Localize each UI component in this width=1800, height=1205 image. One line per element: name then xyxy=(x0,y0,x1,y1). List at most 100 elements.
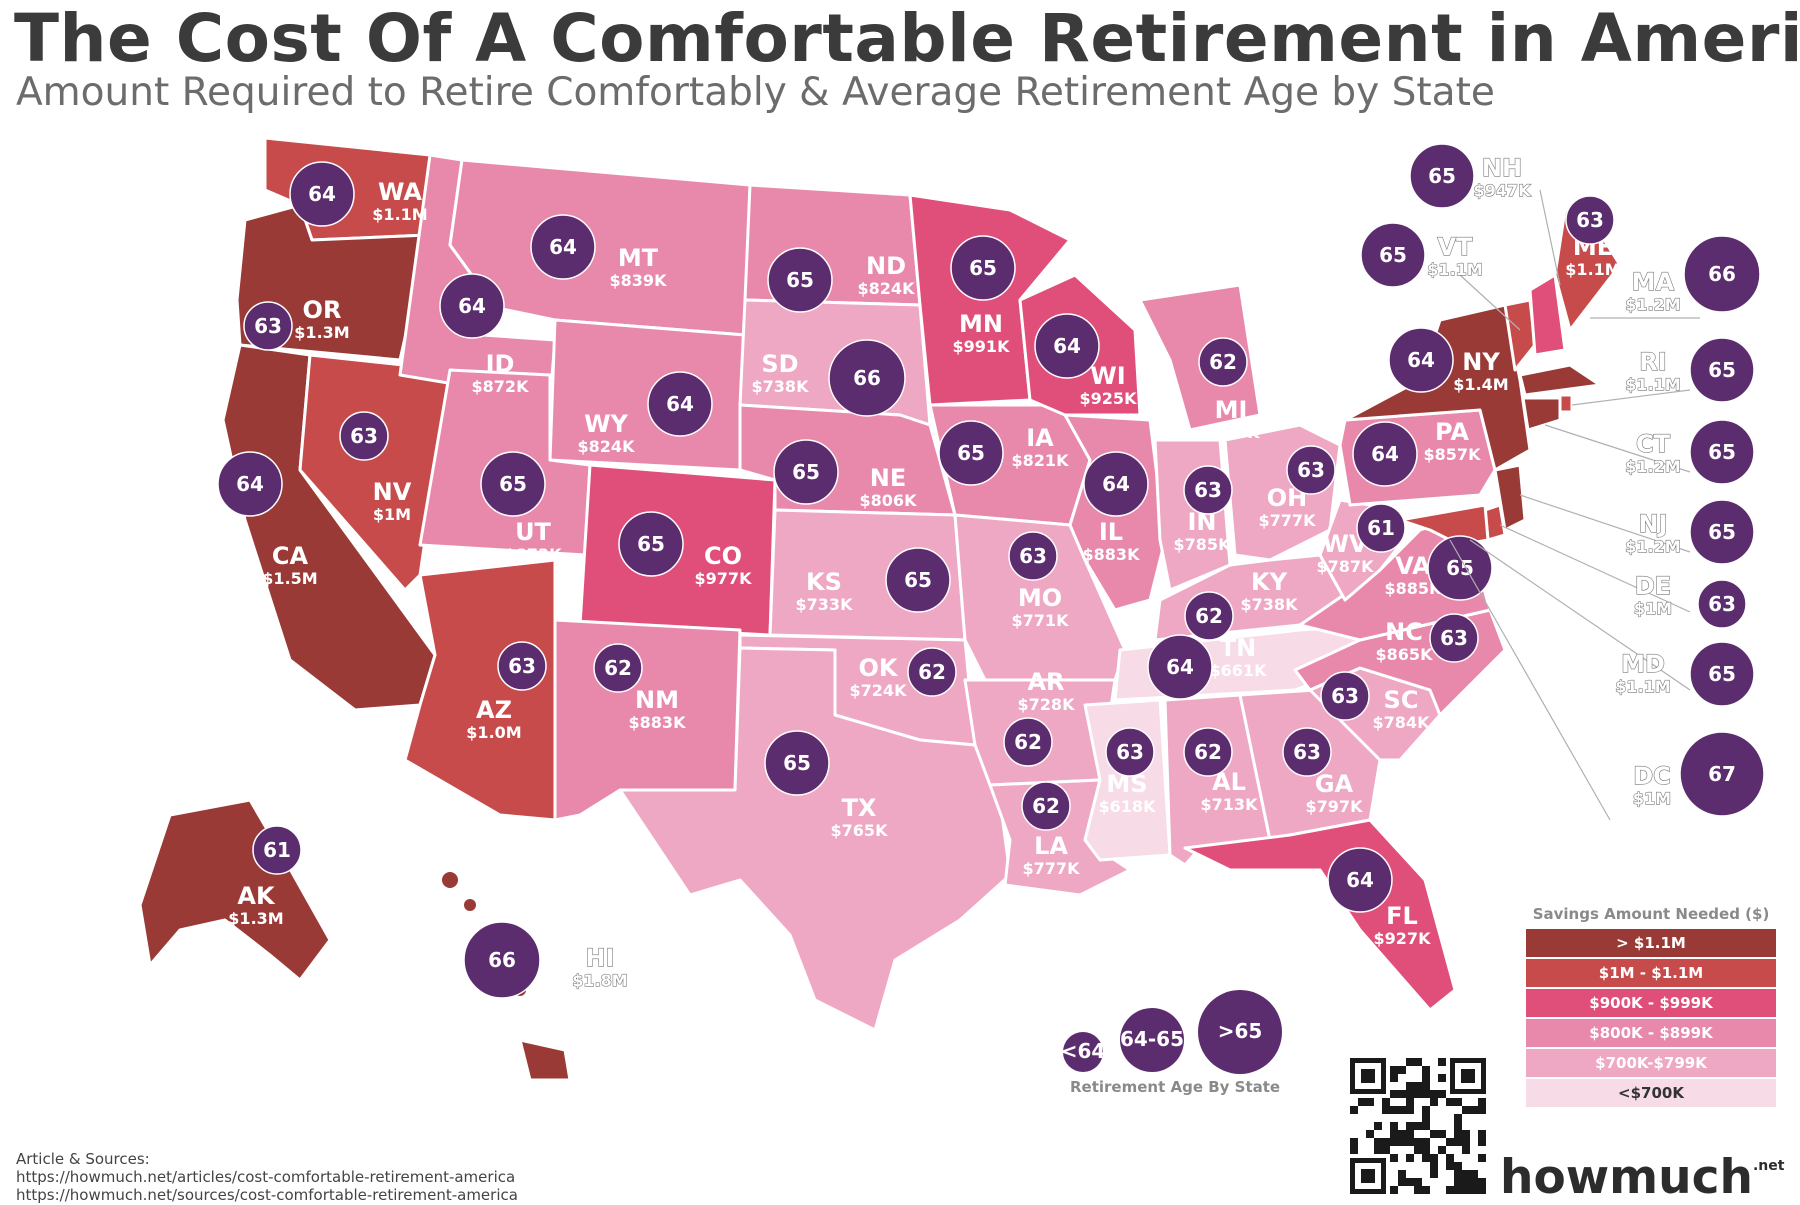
state-amount-nd: $824K xyxy=(858,279,916,298)
age-value-hi: 66 xyxy=(488,948,516,972)
state-label-or: OR xyxy=(303,296,342,324)
age-value-oh: 63 xyxy=(1297,458,1325,482)
state-label-ga: GA xyxy=(1315,770,1354,798)
age-bubble-al xyxy=(1183,727,1233,777)
state-label-mn: MN xyxy=(959,310,1003,338)
callout-line-ri xyxy=(1571,389,1691,406)
age-bubble-nd xyxy=(767,247,833,313)
legend-item-1: > $1.1M xyxy=(1526,929,1776,957)
age-bubble-az xyxy=(497,641,547,691)
state-label-ks: KS xyxy=(806,568,842,596)
age-value-va: 65 xyxy=(1446,556,1474,580)
sources-heading: Article & Sources: xyxy=(16,1150,150,1168)
state-shape-ct xyxy=(1521,396,1562,432)
state-label-ne: NE xyxy=(870,464,906,492)
age-bubble-vt xyxy=(1360,222,1426,288)
state-amount-nv: $1M xyxy=(373,505,411,524)
age-bubble-pa xyxy=(1352,421,1418,487)
state-label-co: CO xyxy=(704,542,742,570)
state-amount-ny: $1.4M xyxy=(1453,375,1508,394)
age-bubble-ar xyxy=(1003,717,1053,767)
age-bubble-ne xyxy=(773,439,839,505)
callout-line-ct xyxy=(1544,424,1691,473)
state-label-ok: OK xyxy=(859,654,899,682)
age-bubble-ct xyxy=(1689,419,1755,485)
state-label-ny: NY xyxy=(1462,348,1500,376)
state-label-la: LA xyxy=(1034,832,1068,860)
source-link-sources[interactable]: https://howmuch.net/sources/cost-comfort… xyxy=(16,1186,518,1204)
legend-item-2: $1M - $1.1M xyxy=(1526,959,1776,987)
source-link-article[interactable]: https://howmuch.net/articles/cost-comfor… xyxy=(16,1168,516,1186)
state-label-sd: SD xyxy=(761,350,798,378)
state-label-mi: MI xyxy=(1215,396,1248,424)
age-legend-label-2: 64-65 xyxy=(1120,1027,1184,1051)
state-amount-ms: $618K xyxy=(1099,797,1157,816)
callout-line-md xyxy=(1469,539,1691,691)
brand-suffix: .net xyxy=(1752,1158,1785,1174)
callout-line-vt xyxy=(1459,274,1521,331)
state-amount-id: $872K xyxy=(472,377,530,396)
sources-block: Article & Sources: https://howmuch.net/a… xyxy=(16,1150,518,1204)
age-value-ne: 65 xyxy=(792,460,820,484)
state-label-nh: NH xyxy=(1482,154,1522,182)
age-bubble-il xyxy=(1083,451,1149,517)
age-bubble-md xyxy=(1689,641,1755,707)
state-amount-mn: $991K xyxy=(953,337,1011,356)
age-bubble-tn xyxy=(1147,634,1213,700)
age-bubble-hi xyxy=(463,921,541,999)
age-value-wy: 64 xyxy=(666,392,694,416)
age-bubble-ak xyxy=(252,825,302,875)
state-amount-wy: $824K xyxy=(578,437,636,456)
age-value-dc: 67 xyxy=(1708,762,1736,786)
age-bubble-nm xyxy=(593,643,643,693)
hi-island-1 xyxy=(442,872,458,888)
state-amount-ok: $724K xyxy=(850,681,908,700)
age-legend-bubble-1 xyxy=(1063,1032,1103,1072)
age-bubble-mo xyxy=(1008,531,1058,581)
state-amount-fl: $927K xyxy=(1374,929,1432,948)
state-amount-ks: $733K xyxy=(796,595,854,614)
age-value-nd: 65 xyxy=(786,268,814,292)
callout-line-nh xyxy=(1539,189,1561,286)
age-legend: <64 64-65 >65 xyxy=(1061,990,1282,1074)
state-amount-de: $1M xyxy=(1634,599,1672,618)
age-value-ok: 62 xyxy=(918,660,946,684)
state-label-ma: MA xyxy=(1632,268,1675,296)
age-bubble-ut xyxy=(480,451,546,517)
callout-line-de xyxy=(1499,524,1691,613)
age-bubble-ok xyxy=(907,647,957,697)
legend-item-5: $700K-$799K xyxy=(1526,1049,1776,1077)
state-label-hi: HI xyxy=(585,944,614,972)
age-bubble-ky xyxy=(1184,591,1234,641)
age-bubble-tx xyxy=(764,730,830,796)
state-amount-ct: $1.2M xyxy=(1625,457,1680,476)
age-value-ny: 64 xyxy=(1407,348,1435,372)
state-label-ct: CT xyxy=(1636,430,1671,458)
age-bubble-wv xyxy=(1356,503,1406,553)
age-value-mt: 64 xyxy=(549,235,577,259)
state-label-md: MD xyxy=(1621,650,1665,678)
age-value-ky: 62 xyxy=(1195,604,1223,628)
state-amount-nh: $947K xyxy=(1474,181,1532,200)
age-bubble-me xyxy=(1565,195,1615,245)
age-value-ca: 64 xyxy=(236,472,264,496)
state-shape-tx xyxy=(618,646,1012,1032)
age-bubble-ma xyxy=(1683,235,1761,313)
state-label-de: DE xyxy=(1635,572,1671,600)
age-value-md: 65 xyxy=(1708,662,1736,686)
age-bubble-dc xyxy=(1679,731,1765,817)
state-label-sc: SC xyxy=(1384,686,1419,714)
age-value-nv: 63 xyxy=(350,424,378,448)
state-label-fl: FL xyxy=(1386,902,1418,930)
age-bubble-wi xyxy=(1034,313,1100,379)
state-label-nv: NV xyxy=(373,478,412,506)
state-amount-ar: $728K xyxy=(1018,695,1076,714)
state-amount-az: $1.0M xyxy=(466,723,521,742)
state-amount-ga: $797K xyxy=(1306,797,1364,816)
state-shape-ak xyxy=(138,798,332,982)
state-label-ca: CA xyxy=(272,542,309,570)
age-value-al: 62 xyxy=(1194,740,1222,764)
age-bubble-ny xyxy=(1388,327,1454,393)
state-amount-mt: $839K xyxy=(610,271,668,290)
